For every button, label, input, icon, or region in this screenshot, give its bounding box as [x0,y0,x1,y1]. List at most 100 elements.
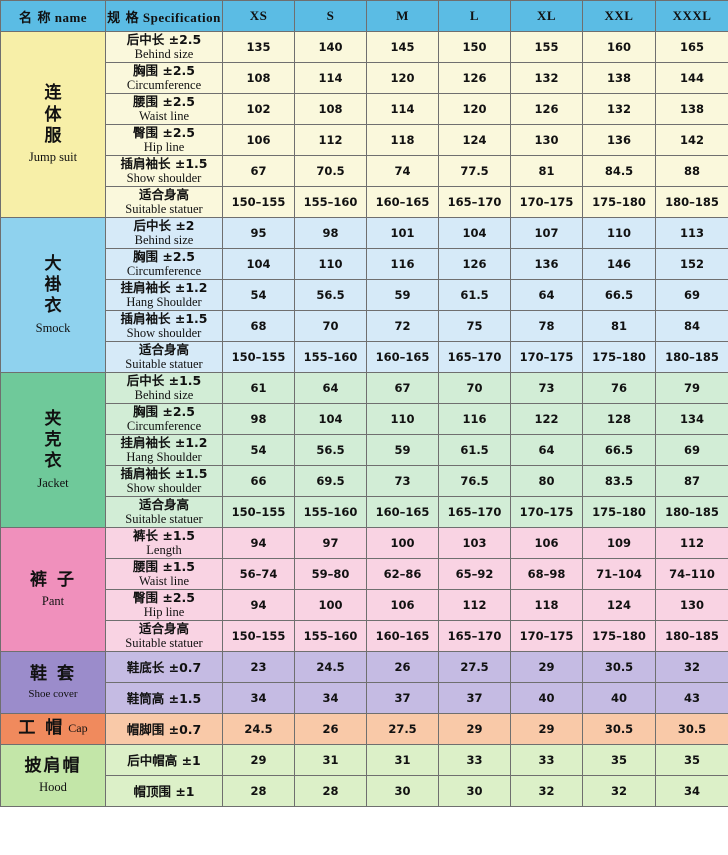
measurement-cell: 70 [294,310,367,342]
spec-label-zh: 适合身高 [138,497,189,512]
measurement-cell: 132 [510,62,583,94]
measurement-cell: 54 [222,279,295,311]
measurement-cell: 68–98 [510,558,583,590]
table-row: 适合身高 Suitable statuer 150–155 155–160 160–16… [1,186,728,218]
measurement-cell: 28 [294,775,367,807]
measurement-cell: 67 [222,155,295,187]
category-name-en-cap: Cap [68,721,88,736]
category-name-en-pant: Pant [41,593,65,608]
measurement-cell: 59 [366,279,439,311]
table-row: 工 帽 Cap 帽脚围 ±0.7 24.5 26 27.5 29 29 30.5 30.5 [0,713,728,745]
category-name-zh-shoecover: 鞋 套 [30,663,76,684]
spec-cell: 胸围 ±2.5 Circumference [105,62,223,94]
measurement-cell: 160–165 [366,620,439,652]
measurement-cell: 104 [294,403,367,435]
measurement-cell: 165–170 [438,496,511,528]
measurement-cell: 152 [655,248,728,280]
measurement-cell: 84 [655,310,728,342]
measurement-cell: 175–180 [582,341,656,373]
measurement-cell: 146 [582,248,656,280]
measurement-cell: 165 [655,31,728,63]
spec-cell: 胸围 ±2.5 Circumference [105,248,223,280]
measurement-cell: 64 [510,434,583,466]
spec-cell: 插肩袖长 ±1.5 Show shoulder [105,465,223,497]
spec-label-zh: 腰围 ±1.5 [133,559,195,574]
measurement-cell: 114 [294,62,367,94]
header-cell-size-xxl: XXL [582,0,656,32]
measurement-cell: 155–160 [294,620,367,652]
table-header: 名 称 name 规 格 Specification XS S M L XL XXL XXXL [0,0,728,32]
category-cell-jacket: 夹克衣 Jacket [0,372,106,528]
spec-cell: 帽脚围 ±0.7 [105,713,223,745]
size-chart-table: 名 称 name 规 格 Specification XS S M L XL XXL XXXL … [0,0,728,807]
spec-label-zh: 胸围 ±2.5 [133,249,195,264]
measurement-cell: 32 [510,775,583,807]
table-row: 插肩袖长 ±1.5 Show shoulder 68 70 72 75 78 81 84 [1,310,728,342]
measurement-cell: 126 [510,93,583,125]
measurement-cell: 101 [366,217,439,249]
spec-label-en: Waist line [138,574,190,588]
measurement-cell: 112 [655,527,728,559]
spec-cell: 适合身高 Suitable statuer [105,620,223,652]
measurement-cell: 31 [366,744,439,776]
measurement-cell: 113 [655,217,728,249]
measurement-cell: 30 [366,775,439,807]
category-name-zh-hood: 披肩帽 [24,755,82,776]
measurement-cell: 130 [510,124,583,156]
spec-label-en: Behind size [134,47,194,61]
measurement-cell: 138 [655,93,728,125]
measurement-cell: 165–170 [438,620,511,652]
header-cell-name: 名 称 name [0,0,106,32]
spec-label-en: Suitable statuer [125,202,203,216]
spec-cell: 臀围 ±2.5 Hip line [105,124,223,156]
measurement-cell: 180–185 [655,186,728,218]
header-name-zh: 名 称 [18,10,51,26]
measurement-cell: 94 [222,527,295,559]
category-name-zh-jumpsuit: 连体服 [44,83,62,146]
spec-label-zh: 挂肩袖长 ±1.2 [120,280,208,295]
measurement-cell: 102 [222,93,295,125]
measurement-cell: 61 [222,372,295,404]
measurement-cell: 118 [366,124,439,156]
spec-cell: 臀围 ±2.5 Hip line [105,589,223,621]
measurement-cell: 95 [222,217,295,249]
measurement-cell: 56.5 [294,434,367,466]
spec-label-en: Suitable statuer [125,512,203,526]
measurement-cell: 54 [222,434,295,466]
measurement-cell: 175–180 [582,496,656,528]
table-row: 适合身高 Suitable statuer 150–155 155–160 160–16… [1,496,728,528]
measurement-cell: 81 [510,155,583,187]
spec-label-zh: 插肩袖长 ±1.5 [120,311,208,326]
measurement-cell: 31 [294,744,367,776]
measurement-cell: 116 [366,248,439,280]
spec-label-en: Waist line [138,109,190,123]
measurement-cell: 160–165 [366,186,439,218]
measurement-cell: 65–92 [438,558,511,590]
spec-cell: 插肩袖长 ±1.5 Show shoulder [105,155,223,187]
spec-label-en: Hip line [143,605,185,619]
spec-cell: 挂肩袖长 ±1.2 Hang Shoulder [105,434,223,466]
spec-cell: 适合身高 Suitable statuer [105,496,223,528]
measurement-cell: 30.5 [582,713,656,745]
spec-cell: 挂肩袖长 ±1.2 Hang Shoulder [105,279,223,311]
measurement-cell: 180–185 [655,341,728,373]
measurement-cell: 170–175 [510,186,583,218]
measurement-cell: 150–155 [222,620,295,652]
table-row: 披肩帽 Hood 后中帽高 ±1 29 31 31 33 33 35 35 [0,744,728,807]
measurement-cell: 98 [222,403,295,435]
table-row: 鞋 套 Shoe cover 鞋底长 ±0.7 23 24.5 26 27.5 29 30.5 3… [0,651,728,714]
measurement-cell: 100 [294,589,367,621]
measurement-cell: 124 [438,124,511,156]
spec-label-zh: 挂肩袖长 ±1.2 [120,435,208,450]
spec-label-zh: 鞋筒高 ±1.5 [126,690,202,706]
spec-label-en: Show shoulder [126,481,202,495]
measurement-cell: 106 [366,589,439,621]
measurement-cell: 32 [582,775,656,807]
header-cell-size-xl: XL [510,0,583,32]
measurement-cell: 61.5 [438,434,511,466]
measurement-cell: 29 [510,651,583,683]
measurement-cell: 30.5 [582,651,656,683]
measurement-cell: 106 [510,527,583,559]
spec-cell: 胸围 ±2.5 Circumference [105,403,223,435]
measurement-cell: 98 [294,217,367,249]
